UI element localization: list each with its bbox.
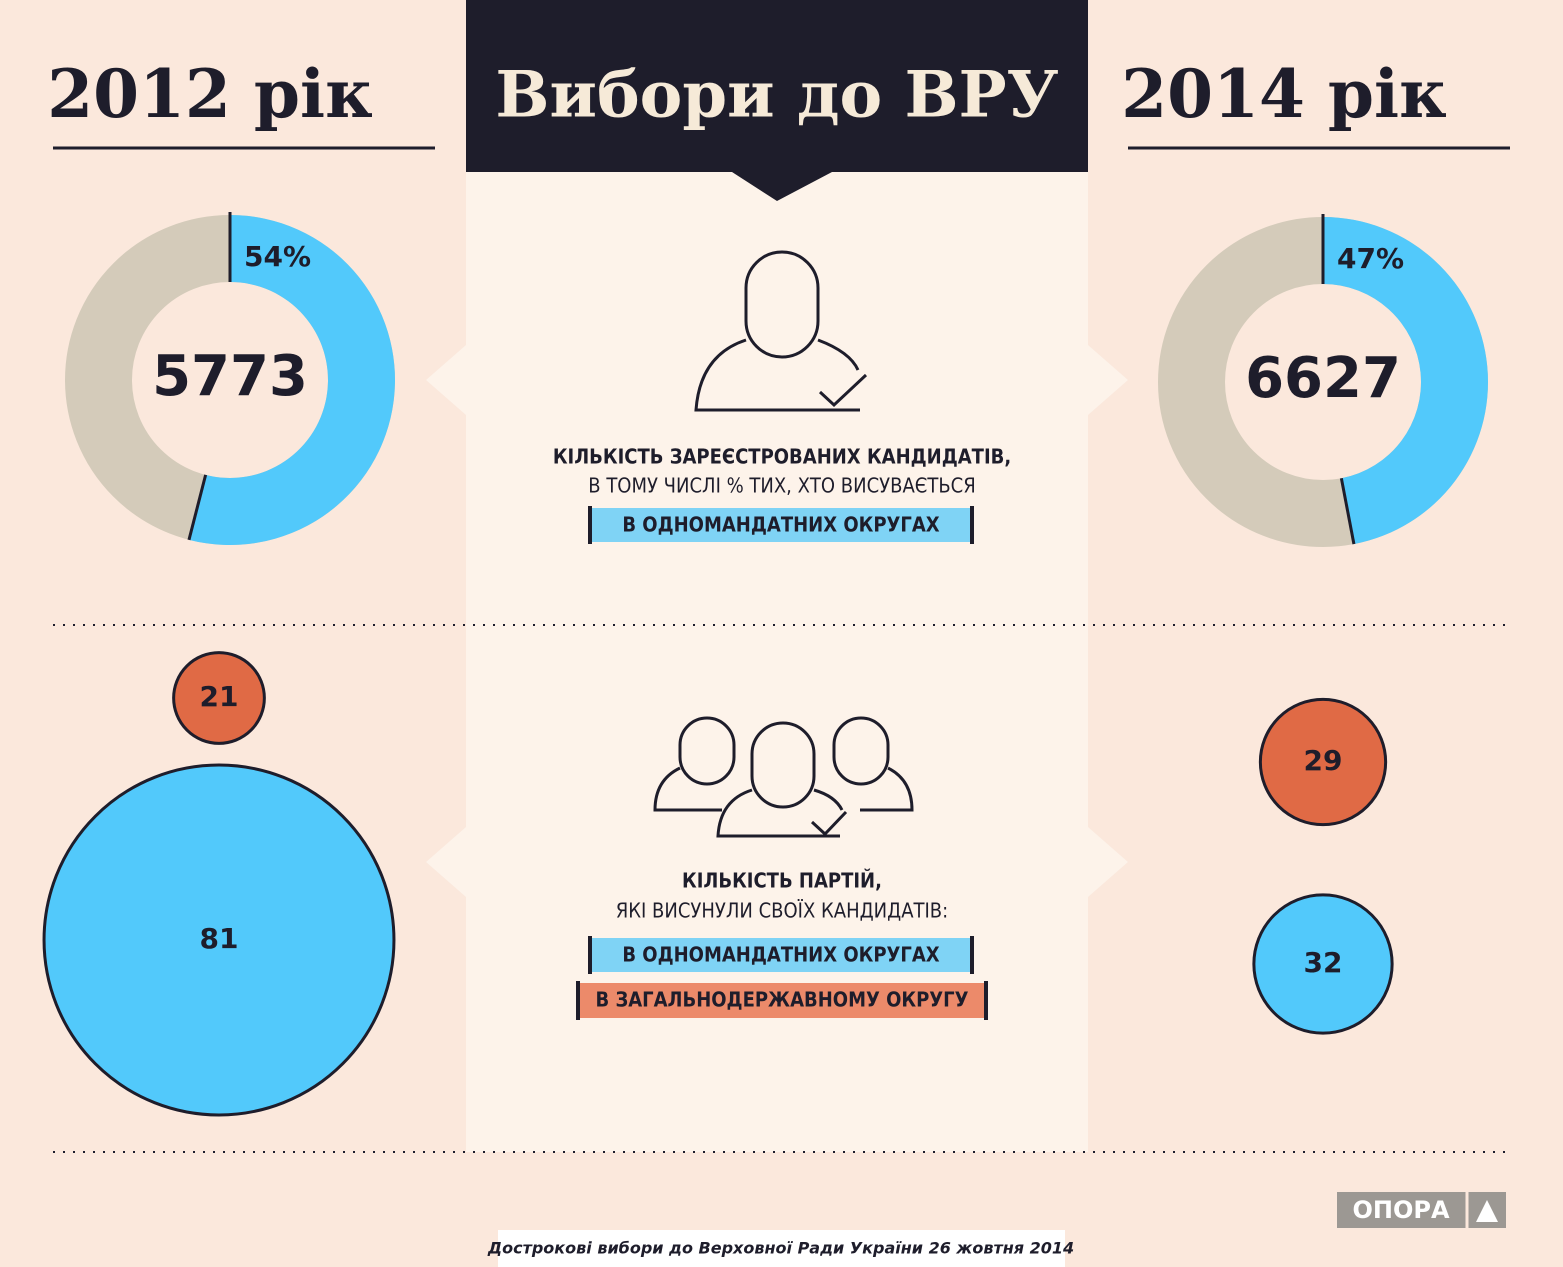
segment-edge <box>1339 477 1356 545</box>
footer-box <box>498 1230 1065 1267</box>
pointer <box>426 345 466 415</box>
bubble <box>172 651 266 745</box>
tag-label: В ОДНОМАНДАТНИХ ОКРУГАХ <box>622 513 939 537</box>
bubble <box>42 763 396 1117</box>
bubble <box>1258 697 1388 827</box>
bubble <box>1252 893 1394 1035</box>
pointer <box>426 827 466 897</box>
tag <box>590 938 972 972</box>
bubble-label: 29 <box>1304 744 1343 777</box>
footer: Дострокові вибори до Верховної Ради Укра… <box>487 1239 1074 1258</box>
tag <box>590 508 972 542</box>
pointer <box>1088 345 1128 415</box>
person-icon <box>694 250 868 412</box>
bubble-label: 32 <box>1304 946 1343 979</box>
caption: В ТОМУ ЧИСЛІ % ТИХ, ХТО ВИСУВАЄТЬСЯ <box>588 474 975 498</box>
caption: ЯКІ ВИСУНУЛИ СВОЇХ КАНДИДАТІВ: <box>616 899 948 923</box>
donut-segment <box>188 215 395 545</box>
tag-label: В ЗАГАЛЬНОДЕРЖАВНОМУ ОКРУГУ <box>595 988 968 1012</box>
donut-segment <box>1323 217 1488 545</box>
tag-bars <box>576 981 988 1020</box>
pointer <box>1088 827 1128 897</box>
year: 2012 рік <box>47 55 373 133</box>
charts: 54% 5773 47% 6627 21 81 29 32 <box>42 212 1488 1117</box>
tag-bars <box>588 936 974 974</box>
group-icon <box>653 716 914 838</box>
total-label: 6627 <box>1245 346 1401 411</box>
title-pointer <box>732 172 832 201</box>
segment-edge <box>187 474 208 541</box>
logo-icon <box>1476 1200 1498 1222</box>
year: 2014 рік <box>1121 55 1447 133</box>
tag <box>578 983 986 1018</box>
percent-label: 54% <box>244 240 311 273</box>
caption: КІЛЬКІСТЬ ЗАРЕЄСТРОВАНИХ КАНДИДАТІВ, <box>553 445 1011 469</box>
title-box <box>466 0 1088 172</box>
percent-label: 47% <box>1337 242 1404 275</box>
title: Вибори до ВРУ <box>495 58 1058 133</box>
total-label: 5773 <box>152 344 308 409</box>
caption: КІЛЬКІСТЬ ПАРТІЙ, <box>682 869 882 893</box>
bubble-label: 81 <box>200 922 239 955</box>
tag-bars <box>588 506 974 544</box>
bubble-label: 21 <box>200 680 239 713</box>
tag-label: В ОДНОМАНДАТНИХ ОКРУГАХ <box>622 943 939 967</box>
logo: ОПОРА <box>1352 1196 1449 1224</box>
